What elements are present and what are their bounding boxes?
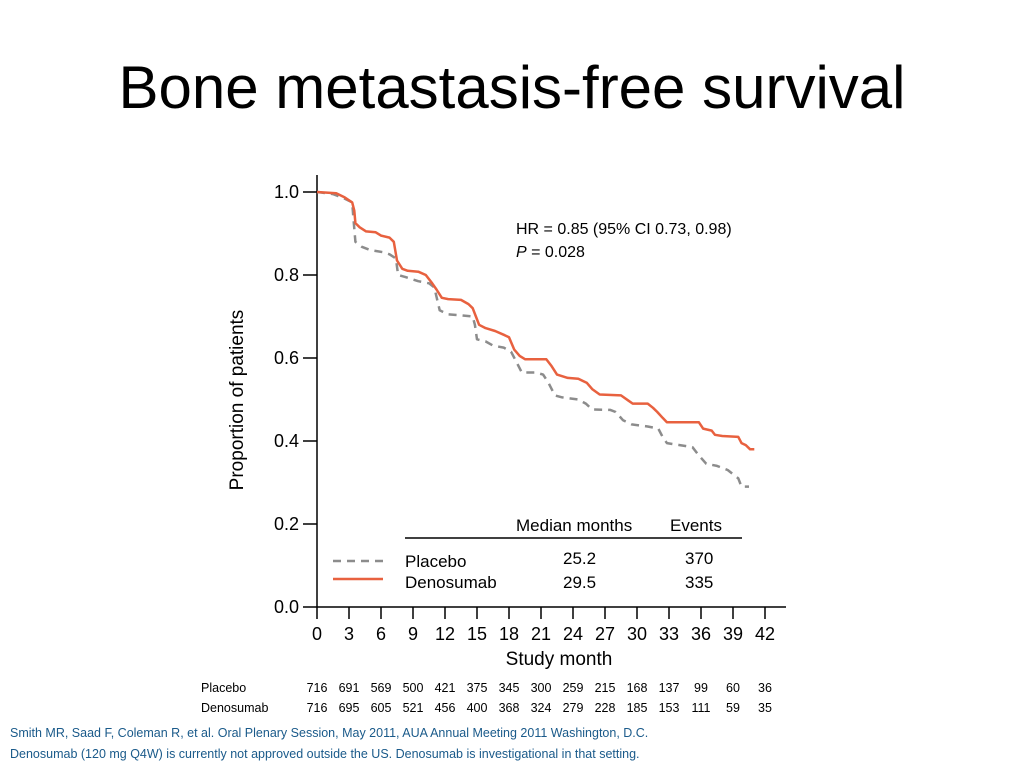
at-risk-count: 716 (307, 681, 328, 695)
at-risk-count: 716 (307, 701, 328, 715)
survival-curves (316, 190, 755, 488)
x-axis-label: Study month (506, 649, 613, 670)
x-tick-label: 3 (344, 624, 354, 644)
at-risk-count: 111 (691, 701, 710, 715)
legend-denosumab-label: Denosumab (405, 573, 497, 592)
p-label: P (516, 244, 527, 261)
at-risk-count: 259 (563, 681, 584, 695)
at-risk-count: 691 (339, 681, 360, 695)
at-risk-count: 99 (694, 681, 708, 695)
legend-table: Median months Events Placebo 25.2 370 De… (333, 516, 742, 592)
at-risk-count: 500 (403, 681, 424, 695)
x-tick-label: 39 (723, 624, 743, 644)
curve-placebo (316, 190, 749, 488)
x-tick-label: 9 (408, 624, 418, 644)
curve-denosumab (316, 190, 755, 451)
legend-header-median: Median months (516, 516, 632, 535)
legend-placebo-events: 370 (685, 549, 713, 568)
at-risk-row-label: Denosumab (201, 701, 268, 715)
at-risk-count: 60 (726, 681, 740, 695)
footer-note: Denosumab (120 mg Q4W) is currently not … (10, 747, 640, 761)
at-risk-count: 36 (758, 681, 772, 695)
legend-denosumab-events: 335 (685, 573, 713, 592)
x-tick-label: 24 (563, 624, 583, 644)
legend-placebo-label: Placebo (405, 552, 466, 571)
legend-header-events: Events (670, 516, 722, 535)
at-risk-count: 279 (563, 701, 584, 715)
at-risk-count: 368 (499, 701, 520, 715)
x-tick-label: 0 (312, 624, 322, 644)
y-tick-label: 0.0 (274, 597, 299, 617)
at-risk-count: 695 (339, 701, 360, 715)
y-tick-label: 0.8 (274, 265, 299, 285)
slide-title: Bone metastasis-free survival (118, 54, 906, 121)
legend-placebo-median: 25.2 (563, 549, 596, 568)
y-tick-label: 0.6 (274, 348, 299, 368)
x-tick-label: 30 (627, 624, 647, 644)
footer-reference: Smith MR, Saad F, Coleman R, et al. Oral… (10, 726, 649, 740)
at-risk-count: 521 (403, 701, 424, 715)
x-tick-label: 21 (531, 624, 551, 644)
x-tick-label: 18 (499, 624, 519, 644)
at-risk-count: 569 (371, 681, 392, 695)
y-tick-label: 0.4 (274, 431, 299, 451)
at-risk-row-label: Placebo (201, 681, 246, 695)
y-tick-label: 1.0 (274, 182, 299, 202)
x-tick-label: 15 (467, 624, 487, 644)
x-tick-label: 36 (691, 624, 711, 644)
at-risk-count: 137 (659, 681, 680, 695)
at-risk-table: Placebo 716 691 569 500 421 375 345 300 259 215 168… (201, 681, 772, 715)
y-tick-label: 0.2 (274, 514, 299, 534)
at-risk-count: 300 (531, 681, 552, 695)
x-tick-label: 42 (755, 624, 775, 644)
p-value-annotation: P = 0.028 (516, 244, 585, 261)
at-risk-count: 215 (595, 681, 616, 695)
y-axis-label: Proportion of patients (227, 310, 248, 491)
legend-denosumab-median: 29.5 (563, 573, 596, 592)
hazard-ratio-annotation: HR = 0.85 (95% CI 0.73, 0.98) (516, 221, 732, 238)
chart-axes: 0.00.20.40.60.81.00 3 6 9 12 15 18 21 24 27 30 33 36… (227, 175, 786, 670)
x-tick-label: 12 (435, 624, 455, 644)
at-risk-count: 324 (531, 701, 552, 715)
x-tick-label: 33 (659, 624, 679, 644)
at-risk-count: 400 (467, 701, 488, 715)
p-value: = 0.028 (527, 244, 585, 261)
at-risk-count: 35 (758, 701, 772, 715)
at-risk-count: 185 (627, 701, 648, 715)
at-risk-count: 59 (726, 701, 740, 715)
x-tick-label: 6 (376, 624, 386, 644)
at-risk-count: 375 (467, 681, 488, 695)
at-risk-count: 456 (435, 701, 456, 715)
x-tick-label: 27 (595, 624, 615, 644)
at-risk-count: 421 (435, 681, 456, 695)
at-risk-count: 153 (659, 701, 680, 715)
at-risk-count: 345 (499, 681, 520, 695)
at-risk-count: 605 (371, 701, 392, 715)
at-risk-count: 168 (627, 681, 648, 695)
at-risk-count: 228 (595, 701, 616, 715)
